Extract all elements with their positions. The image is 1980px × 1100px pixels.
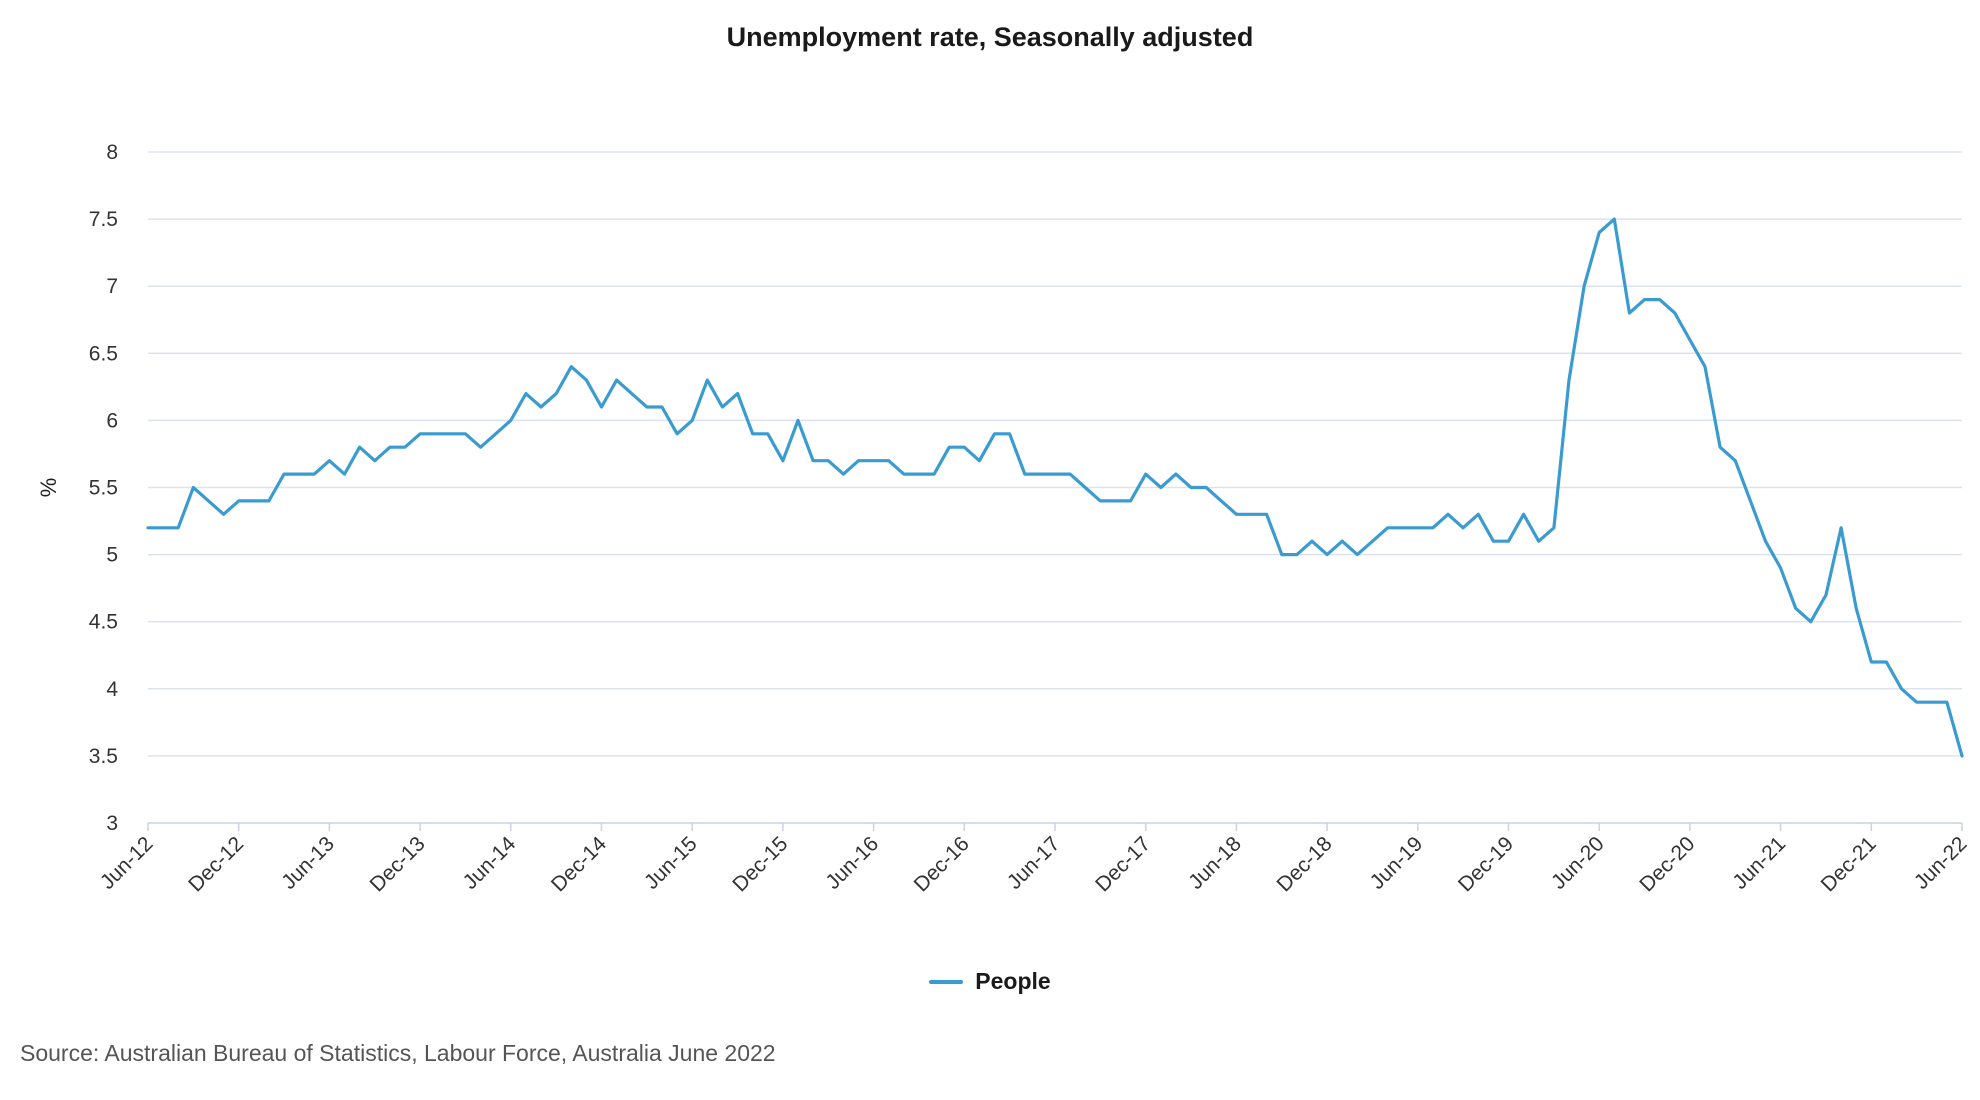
legend-label-people: People [975, 968, 1051, 994]
x-tick-label: Dec-19 [1454, 832, 1518, 896]
y-axis-ticks: 3 3.5 4 4.5 5 5.5 6 6.5 7 7.5 8 [89, 141, 119, 835]
x-tick-label: Jun-13 [277, 832, 339, 894]
y-tick-label: 5.5 [89, 477, 118, 500]
y-tick-label: 7.5 [89, 208, 118, 231]
x-tick-label: Jun-17 [1003, 832, 1065, 894]
y-tick-label: 3 [106, 812, 118, 835]
x-tick-label: Jun-12 [96, 832, 158, 894]
y-axis-label: % [36, 478, 61, 498]
source-note: Source: Australian Bureau of Statistics,… [20, 1040, 776, 1066]
x-tick-label: Jun-20 [1547, 832, 1609, 894]
x-tick-label: Jun-19 [1366, 832, 1428, 894]
y-tick-label: 3.5 [89, 745, 118, 768]
y-tick-label: 6.5 [89, 342, 118, 365]
y-tick-label: 8 [106, 141, 118, 164]
y-tick-label: 4.5 [89, 611, 118, 634]
x-tick-label: Jun-21 [1728, 832, 1790, 894]
x-tick-label: Dec-16 [910, 832, 974, 896]
chart-title: Unemployment rate, Seasonally adjusted [726, 22, 1254, 52]
x-tick-label: Jun-16 [821, 832, 883, 894]
x-tick-label: Dec-18 [1272, 832, 1336, 896]
x-tick-label: Jun-14 [459, 832, 521, 894]
gridlines [148, 151, 1962, 824]
legend-swatch-people [929, 979, 964, 984]
x-tick-label: Dec-20 [1635, 832, 1699, 896]
x-tick-label: Jun-15 [640, 832, 702, 894]
x-tick-label: Dec-13 [365, 832, 429, 896]
x-tick-label: Dec-14 [547, 832, 611, 896]
legend[interactable]: People [0, 968, 1980, 995]
x-tick-label: Dec-21 [1817, 832, 1881, 896]
series-layer [146, 217, 1964, 758]
y-tick-label: 5 [106, 544, 118, 567]
y-tick-label: 6 [106, 409, 118, 432]
x-tick-label: Jun-22 [1910, 832, 1972, 894]
y-tick-label: 7 [106, 275, 118, 298]
x-tick-label: Jun-18 [1184, 832, 1246, 894]
x-axis-ticks: Jun-12 Dec-12 Jun-13 Dec-13 Jun-14 Dec-14 Jun-… [96, 823, 1972, 896]
x-tick-label: Dec-15 [728, 832, 792, 896]
series-line-people[interactable] [146, 217, 1964, 758]
x-tick-label: Dec-17 [1091, 832, 1155, 896]
x-tick-label: Dec-12 [184, 832, 248, 896]
y-tick-label: 4 [106, 678, 118, 701]
